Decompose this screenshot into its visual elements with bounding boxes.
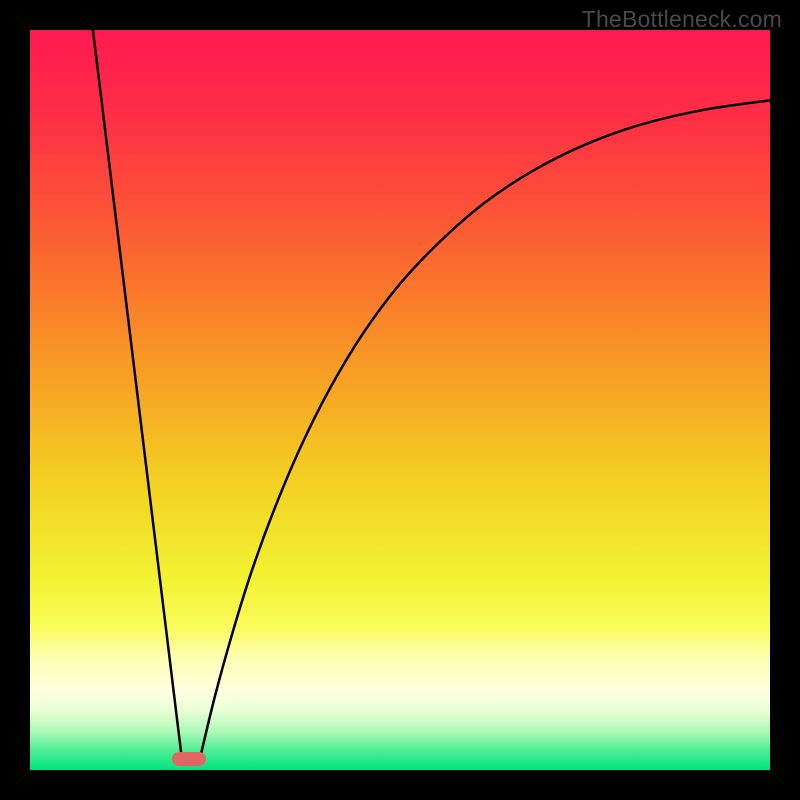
plot-area <box>30 30 770 770</box>
chart-container: TheBottleneck.com <box>0 0 800 800</box>
left-line <box>93 30 182 757</box>
watermark-text: TheBottleneck.com <box>582 6 782 33</box>
curve-layer <box>30 30 770 770</box>
bottleneck-marker <box>172 752 206 766</box>
right-curve <box>200 100 770 757</box>
